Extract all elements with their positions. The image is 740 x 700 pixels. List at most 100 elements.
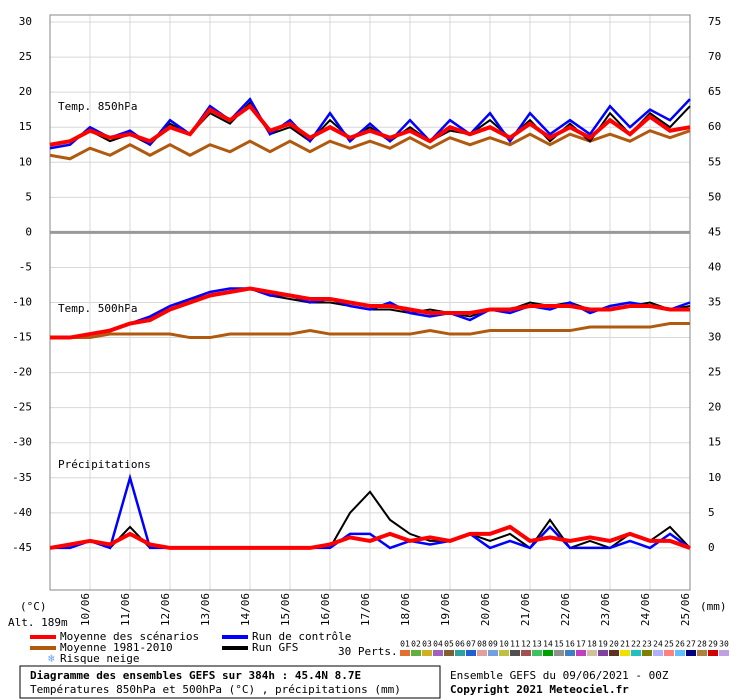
perturbation-name: 03 xyxy=(422,640,432,649)
y-tick-label: -25 xyxy=(12,401,32,414)
y-tick-label: 5 xyxy=(25,190,32,203)
perturbation-swatch xyxy=(697,650,707,656)
perturbation-name: 11 xyxy=(510,640,520,649)
y-tick-label: 15 xyxy=(19,120,32,133)
perturbation-swatch xyxy=(499,650,509,656)
y2-tick-label: 5 xyxy=(708,506,715,519)
perturbation-name: 14 xyxy=(543,640,553,649)
perturbation-name: 26 xyxy=(675,640,685,649)
x-tick-label: 12/06 xyxy=(159,593,172,626)
x-tick-label: 22/06 xyxy=(559,593,572,626)
y2-tick-label: 45 xyxy=(708,225,721,238)
perturbation-swatch xyxy=(686,650,696,656)
perturbation-name: 19 xyxy=(598,640,608,649)
perturbation-swatch xyxy=(466,650,476,656)
perturbation-swatch xyxy=(576,650,586,656)
x-tick-label: 20/06 xyxy=(479,593,492,626)
perturbation-swatch xyxy=(598,650,608,656)
perturbation-name: 07 xyxy=(466,640,476,649)
perturbation-swatch xyxy=(521,650,531,656)
y2-tick-label: 40 xyxy=(708,260,721,273)
x-tick-label: 10/06 xyxy=(79,593,92,626)
perturbation-swatch xyxy=(444,650,454,656)
y-axis-label: (°C) xyxy=(20,600,47,613)
y2-tick-label: 55 xyxy=(708,155,721,168)
perturbation-swatch xyxy=(587,650,597,656)
perturbation-name: 08 xyxy=(477,640,487,649)
perturbation-swatch xyxy=(554,650,564,656)
perturbation-swatch xyxy=(543,650,553,656)
chart-subtitle: Températures 850hPa et 500hPa (°C) , pré… xyxy=(30,683,401,696)
x-tick-label: 16/06 xyxy=(319,593,332,626)
perturbation-swatch xyxy=(400,650,410,656)
perturbation-swatch xyxy=(664,650,674,656)
perturbation-swatch xyxy=(411,650,421,656)
y2-tick-label: 0 xyxy=(708,541,715,554)
x-tick-label: 13/06 xyxy=(199,593,212,626)
perturbation-swatch xyxy=(631,650,641,656)
x-tick-label: 14/06 xyxy=(239,593,252,626)
perturbation-swatch xyxy=(455,650,465,656)
y-tick-label: 20 xyxy=(19,85,32,98)
y2-axis-label: (mm) xyxy=(700,600,727,613)
y2-tick-label: 25 xyxy=(708,366,721,379)
perturbation-name: 18 xyxy=(587,640,597,649)
perturbation-swatch xyxy=(433,650,443,656)
perturbation-swatch xyxy=(477,650,487,656)
series-line xyxy=(50,286,690,340)
perturbation-name: 24 xyxy=(653,640,663,649)
x-tick-label: 25/06 xyxy=(679,593,692,626)
y2-tick-label: 70 xyxy=(708,50,721,63)
y-tick-label: -30 xyxy=(12,436,32,449)
y2-tick-label: 65 xyxy=(708,85,721,98)
perturbation-label: 30 Perts. xyxy=(338,645,398,658)
y2-tick-label: 15 xyxy=(708,436,721,449)
copyright: Copyright 2021 Meteociel.fr xyxy=(450,683,629,696)
legend-label: Risque neige xyxy=(60,652,139,665)
annotation: Précipitations xyxy=(58,458,151,471)
title-box xyxy=(19,665,441,699)
y-tick-label: -15 xyxy=(12,331,32,344)
y-tick-label: -40 xyxy=(12,506,32,519)
perturbation-swatch xyxy=(620,650,630,656)
legend-label: Moyenne des scénarios xyxy=(60,630,199,643)
legend-label: Run de contrôle xyxy=(252,630,351,643)
perturbation-swatch xyxy=(642,650,652,656)
perturbation-name: 02 xyxy=(411,640,421,649)
perturbation-name: 17 xyxy=(576,640,586,649)
perturbation-name: 15 xyxy=(554,640,564,649)
perturbation-name: 01 xyxy=(400,640,410,649)
y2-tick-label: 75 xyxy=(708,15,721,28)
perturbation-name: 09 xyxy=(488,640,498,649)
annotation: Temp. 500hPa xyxy=(58,302,137,315)
perturbation-swatch xyxy=(532,650,542,656)
perturbation-name: 22 xyxy=(631,640,641,649)
y2-tick-label: 60 xyxy=(708,120,721,133)
x-tick-label: 19/06 xyxy=(439,593,452,626)
perturbation-name: 20 xyxy=(609,640,619,649)
y2-tick-label: 20 xyxy=(708,401,721,414)
perturbation-name: 10 xyxy=(499,640,509,649)
series-line xyxy=(49,103,691,147)
series-line xyxy=(49,129,691,161)
y2-tick-label: 35 xyxy=(708,296,721,309)
perturbation-swatch xyxy=(609,650,619,656)
x-tick-label: 24/06 xyxy=(639,593,652,626)
perturbation-swatch xyxy=(565,650,575,656)
perturbation-swatch xyxy=(719,650,729,656)
series-line xyxy=(49,524,691,550)
x-tick-label: 15/06 xyxy=(279,593,292,626)
y2-tick-label: 10 xyxy=(708,471,721,484)
annotation: Temp. 850hPa xyxy=(58,100,137,113)
y-tick-label: -45 xyxy=(12,541,32,554)
chart-title: Diagramme des ensembles GEFS sur 384h : … xyxy=(30,669,361,682)
y-tick-label: 30 xyxy=(19,15,32,28)
x-tick-label: 21/06 xyxy=(519,593,532,626)
perturbation-name: 12 xyxy=(521,640,531,649)
y-tick-label: -5 xyxy=(19,260,32,273)
perturbation-swatch xyxy=(510,650,520,656)
perturbation-name: 23 xyxy=(642,640,652,649)
y-tick-label: -10 xyxy=(12,296,32,309)
perturbation-name: 25 xyxy=(664,640,674,649)
